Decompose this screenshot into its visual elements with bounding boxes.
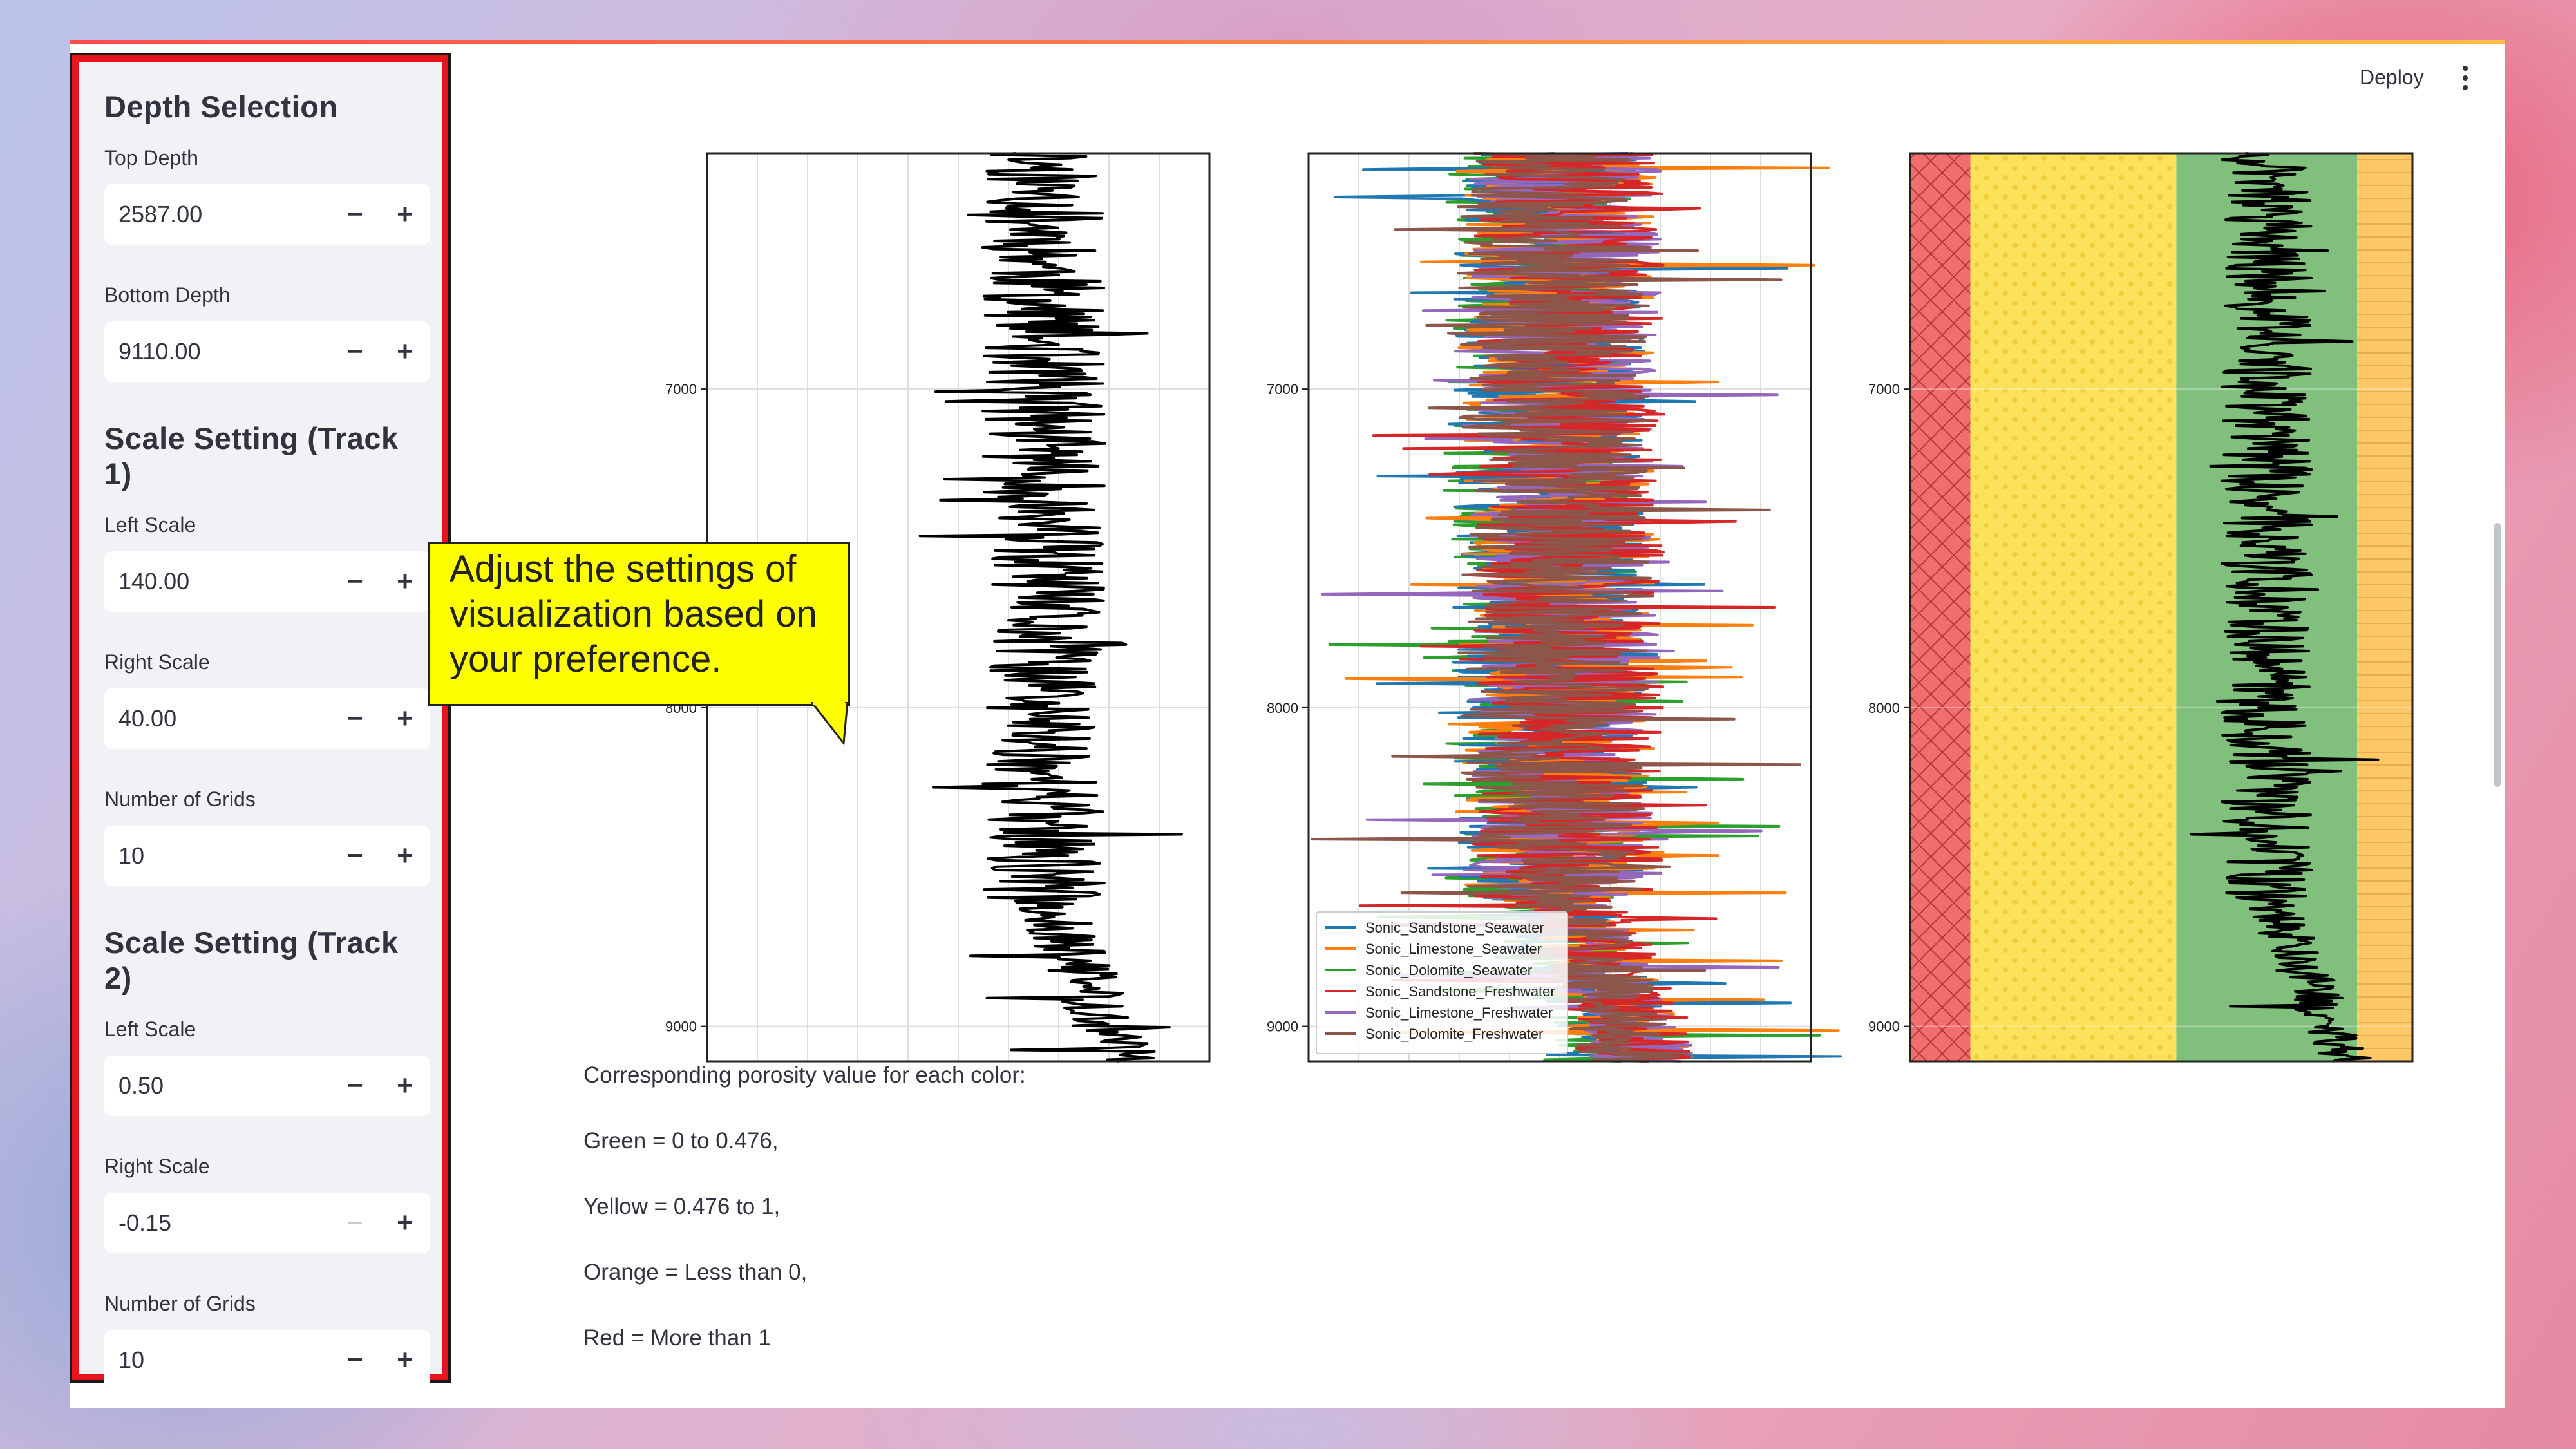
y-tick-label: 8000 <box>1267 700 1298 716</box>
bottom-depth-input[interactable]: 9110.00 − + <box>104 321 430 382</box>
track2-grids-value[interactable]: 10 <box>118 1347 145 1373</box>
top-depth-input[interactable]: 2587.00 − + <box>104 184 430 245</box>
increment-button[interactable]: + <box>397 1070 413 1101</box>
porosity-band-3 <box>2357 153 2412 1061</box>
section-depth-selection: Depth Selection Top Depth 2587.00 − + Bo… <box>104 89 430 382</box>
streamlit-app-window: Depth Selection Top Depth 2587.00 − + Bo… <box>70 40 2505 1408</box>
decrement-button[interactable]: − <box>346 565 363 597</box>
callout-text: Adjust the settings of visualization bas… <box>450 548 817 680</box>
legend-label: Sonic_Dolomite_Freshwater <box>1365 1026 1543 1042</box>
y-tick-label: 9000 <box>1868 1019 1900 1035</box>
decrement-button[interactable]: − <box>346 840 363 871</box>
track3-chart-svg: 7000 8000 9000 <box>1868 152 2414 1063</box>
track1-left-scale-value[interactable]: 140.00 <box>118 568 190 594</box>
track2-left-scale-value[interactable]: 0.50 <box>118 1072 164 1099</box>
track2-right-scale-value[interactable]: -0.15 <box>118 1209 172 1236</box>
y-tick-label: 9000 <box>665 1019 697 1035</box>
track1-grids-label: Number of Grids <box>104 788 256 811</box>
track2-right-scale-input[interactable]: -0.15 − + <box>104 1193 430 1253</box>
track2-grids-label: Number of Grids <box>104 1292 256 1315</box>
track1-grids-value[interactable]: 10 <box>118 842 145 869</box>
track1-right-scale-label: Right Scale <box>104 650 210 674</box>
increment-button[interactable]: + <box>397 840 413 871</box>
section-title: Scale Setting (Track 1) <box>104 421 399 491</box>
porosity-green: Green = 0 to 0.476, <box>583 1128 779 1153</box>
porosity-legend-text: Corresponding porosity value for each co… <box>583 1063 1026 1391</box>
sidebar: Depth Selection Top Depth 2587.00 − + Bo… <box>70 53 451 1390</box>
bottom-depth-label: Bottom Depth <box>104 283 231 307</box>
section-title: Scale Setting (Track 2) <box>104 925 399 995</box>
legend-box <box>1316 911 1568 1054</box>
deploy-button[interactable]: Deploy <box>2360 66 2424 89</box>
track3-log-curve <box>2190 152 2380 1063</box>
track1-plot: 7000 8000 9000 <box>565 115 1242 1068</box>
legend-label: Sonic_Sandstone_Freshwater <box>1365 983 1555 999</box>
y-tick-label: 7000 <box>665 381 697 397</box>
increment-button[interactable]: + <box>397 1344 413 1376</box>
track2-chart-svg: 7000 8000 9000 Sonic_Sandstone_Seawater Soni… <box>1267 152 1842 1063</box>
increment-button[interactable]: + <box>397 565 413 597</box>
legend-label: Sonic_Sandstone_Seawater <box>1365 920 1544 936</box>
legend-label: Sonic_Limestone_Seawater <box>1365 941 1542 957</box>
y-tick-label: 8000 <box>1868 700 1900 716</box>
decrement-button[interactable]: − <box>346 198 363 230</box>
decrement-button[interactable]: − <box>346 1344 363 1376</box>
section-track1-scale: Scale Setting (Track 1) Left Scale 140.0… <box>104 421 430 886</box>
porosity-red: Red = More than 1 <box>583 1325 771 1350</box>
section-track2-scale: Scale Setting (Track 2) Left Scale 0.50 … <box>104 925 430 1390</box>
track1-log-curve <box>918 152 1183 1063</box>
increment-button[interactable]: + <box>397 336 413 367</box>
porosity-band-0 <box>1910 153 1971 1061</box>
plot-frame <box>1909 152 2414 1063</box>
track1-right-scale-input[interactable]: 40.00 − + <box>104 688 430 749</box>
top-depth-value[interactable]: 2587.00 <box>118 201 203 227</box>
increment-button[interactable]: + <box>397 1207 413 1238</box>
increment-button[interactable]: + <box>397 198 413 230</box>
track3-plot: 7000 8000 9000 <box>1768 115 2445 1068</box>
porosity-orange: Orange = Less than 0, <box>583 1260 808 1285</box>
bottom-depth-value[interactable]: 9110.00 <box>118 338 201 365</box>
track2-left-scale-label: Left Scale <box>104 1018 196 1041</box>
track1-right-scale-value[interactable]: 40.00 <box>118 705 177 732</box>
callout-tail <box>811 702 849 746</box>
increment-button[interactable]: + <box>397 703 413 734</box>
y-tick-label: 9000 <box>1267 1019 1298 1035</box>
app-top-accent-line <box>70 40 2505 44</box>
main-menu-icon[interactable] <box>2459 62 2472 94</box>
porosity-band-1 <box>1970 153 2177 1061</box>
decrement-button[interactable]: − <box>346 703 363 734</box>
decrement-button[interactable]: − <box>346 1070 363 1101</box>
annotation-callout: Adjust the settings of visualization bas… <box>428 542 850 706</box>
porosity-yellow: Yellow = 0.476 to 1, <box>583 1194 781 1219</box>
track1-left-scale-label: Left Scale <box>104 513 196 536</box>
legend-label: Sonic_Limestone_Freshwater <box>1365 1005 1553 1021</box>
track1-left-scale-input[interactable]: 140.00 − + <box>104 551 430 612</box>
top-depth-label: Top Depth <box>104 146 198 169</box>
main-scrollbar[interactable] <box>2494 523 2501 787</box>
track2-grids-input[interactable]: 10 − + <box>104 1330 430 1390</box>
decrement-button[interactable]: − <box>346 336 363 367</box>
section-title: Depth Selection <box>104 90 338 124</box>
y-tick-label: 7000 <box>1868 381 1900 397</box>
y-tick-label: 7000 <box>1267 381 1298 397</box>
legend-label: Sonic_Dolomite_Seawater <box>1365 962 1532 978</box>
track2-right-scale-label: Right Scale <box>104 1155 210 1178</box>
series-line-5 <box>1311 152 1801 1063</box>
track1-grids-input[interactable]: 10 − + <box>104 826 430 886</box>
decrement-button-disabled[interactable]: − <box>346 1207 363 1238</box>
plot-frame <box>1307 152 1812 1063</box>
track2-plot: 7000 8000 9000 Sonic_Sandstone_Seawater Soni… <box>1167 115 1843 1068</box>
porosity-heading: Corresponding porosity value for each co… <box>583 1063 1026 1088</box>
track2-left-scale-input[interactable]: 0.50 − + <box>104 1056 430 1116</box>
